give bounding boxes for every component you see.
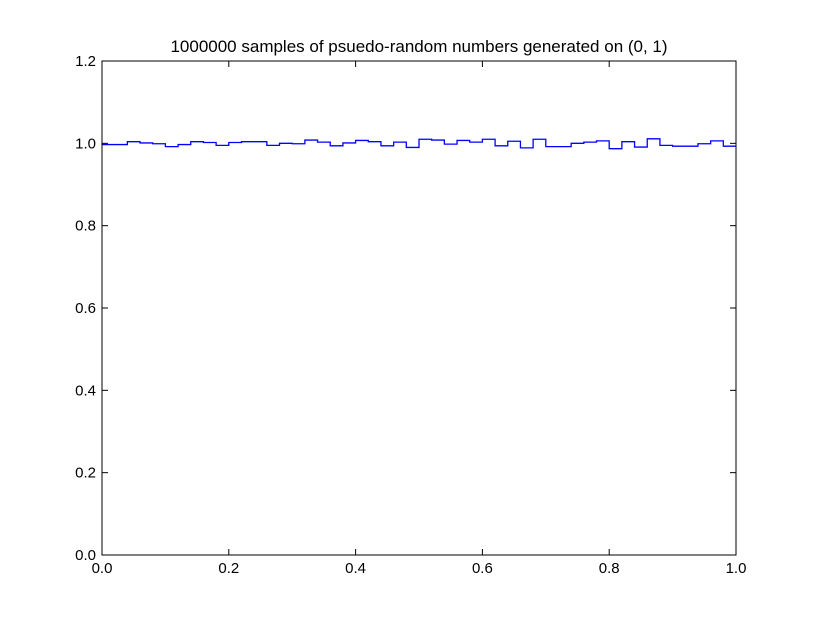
- y-tick-label: 0.6: [75, 300, 96, 317]
- y-tick-label: 0.4: [75, 382, 96, 399]
- x-tick-label: 0.2: [218, 560, 239, 577]
- y-tick-label: 0.0: [75, 547, 96, 564]
- y-tick-label: 1.2: [75, 53, 96, 70]
- chart-title: 1000000 samples of psuedo-random numbers…: [170, 37, 667, 56]
- tick-labels: 0.0 0.2 0.4 0.6 0.8 1.0 0.0 0.2 0.4 0.6 0.8 1.0 1.2: [75, 53, 746, 577]
- x-tick-label: 0.6: [472, 560, 493, 577]
- x-tick-label: 0.0: [92, 560, 113, 577]
- y-tick-label: 1.0: [75, 135, 96, 152]
- x-tick-label: 0.8: [599, 560, 620, 577]
- series-layer: [102, 138, 736, 150]
- x-tick-label: 0.4: [345, 560, 366, 577]
- histogram-series-line: [102, 138, 736, 150]
- axis-ticks: [101, 60, 737, 556]
- x-tick-label: 1.0: [726, 560, 747, 577]
- plot-frame: [101, 60, 737, 556]
- y-tick-label: 0.8: [75, 218, 96, 235]
- y-tick-label: 0.2: [75, 465, 96, 482]
